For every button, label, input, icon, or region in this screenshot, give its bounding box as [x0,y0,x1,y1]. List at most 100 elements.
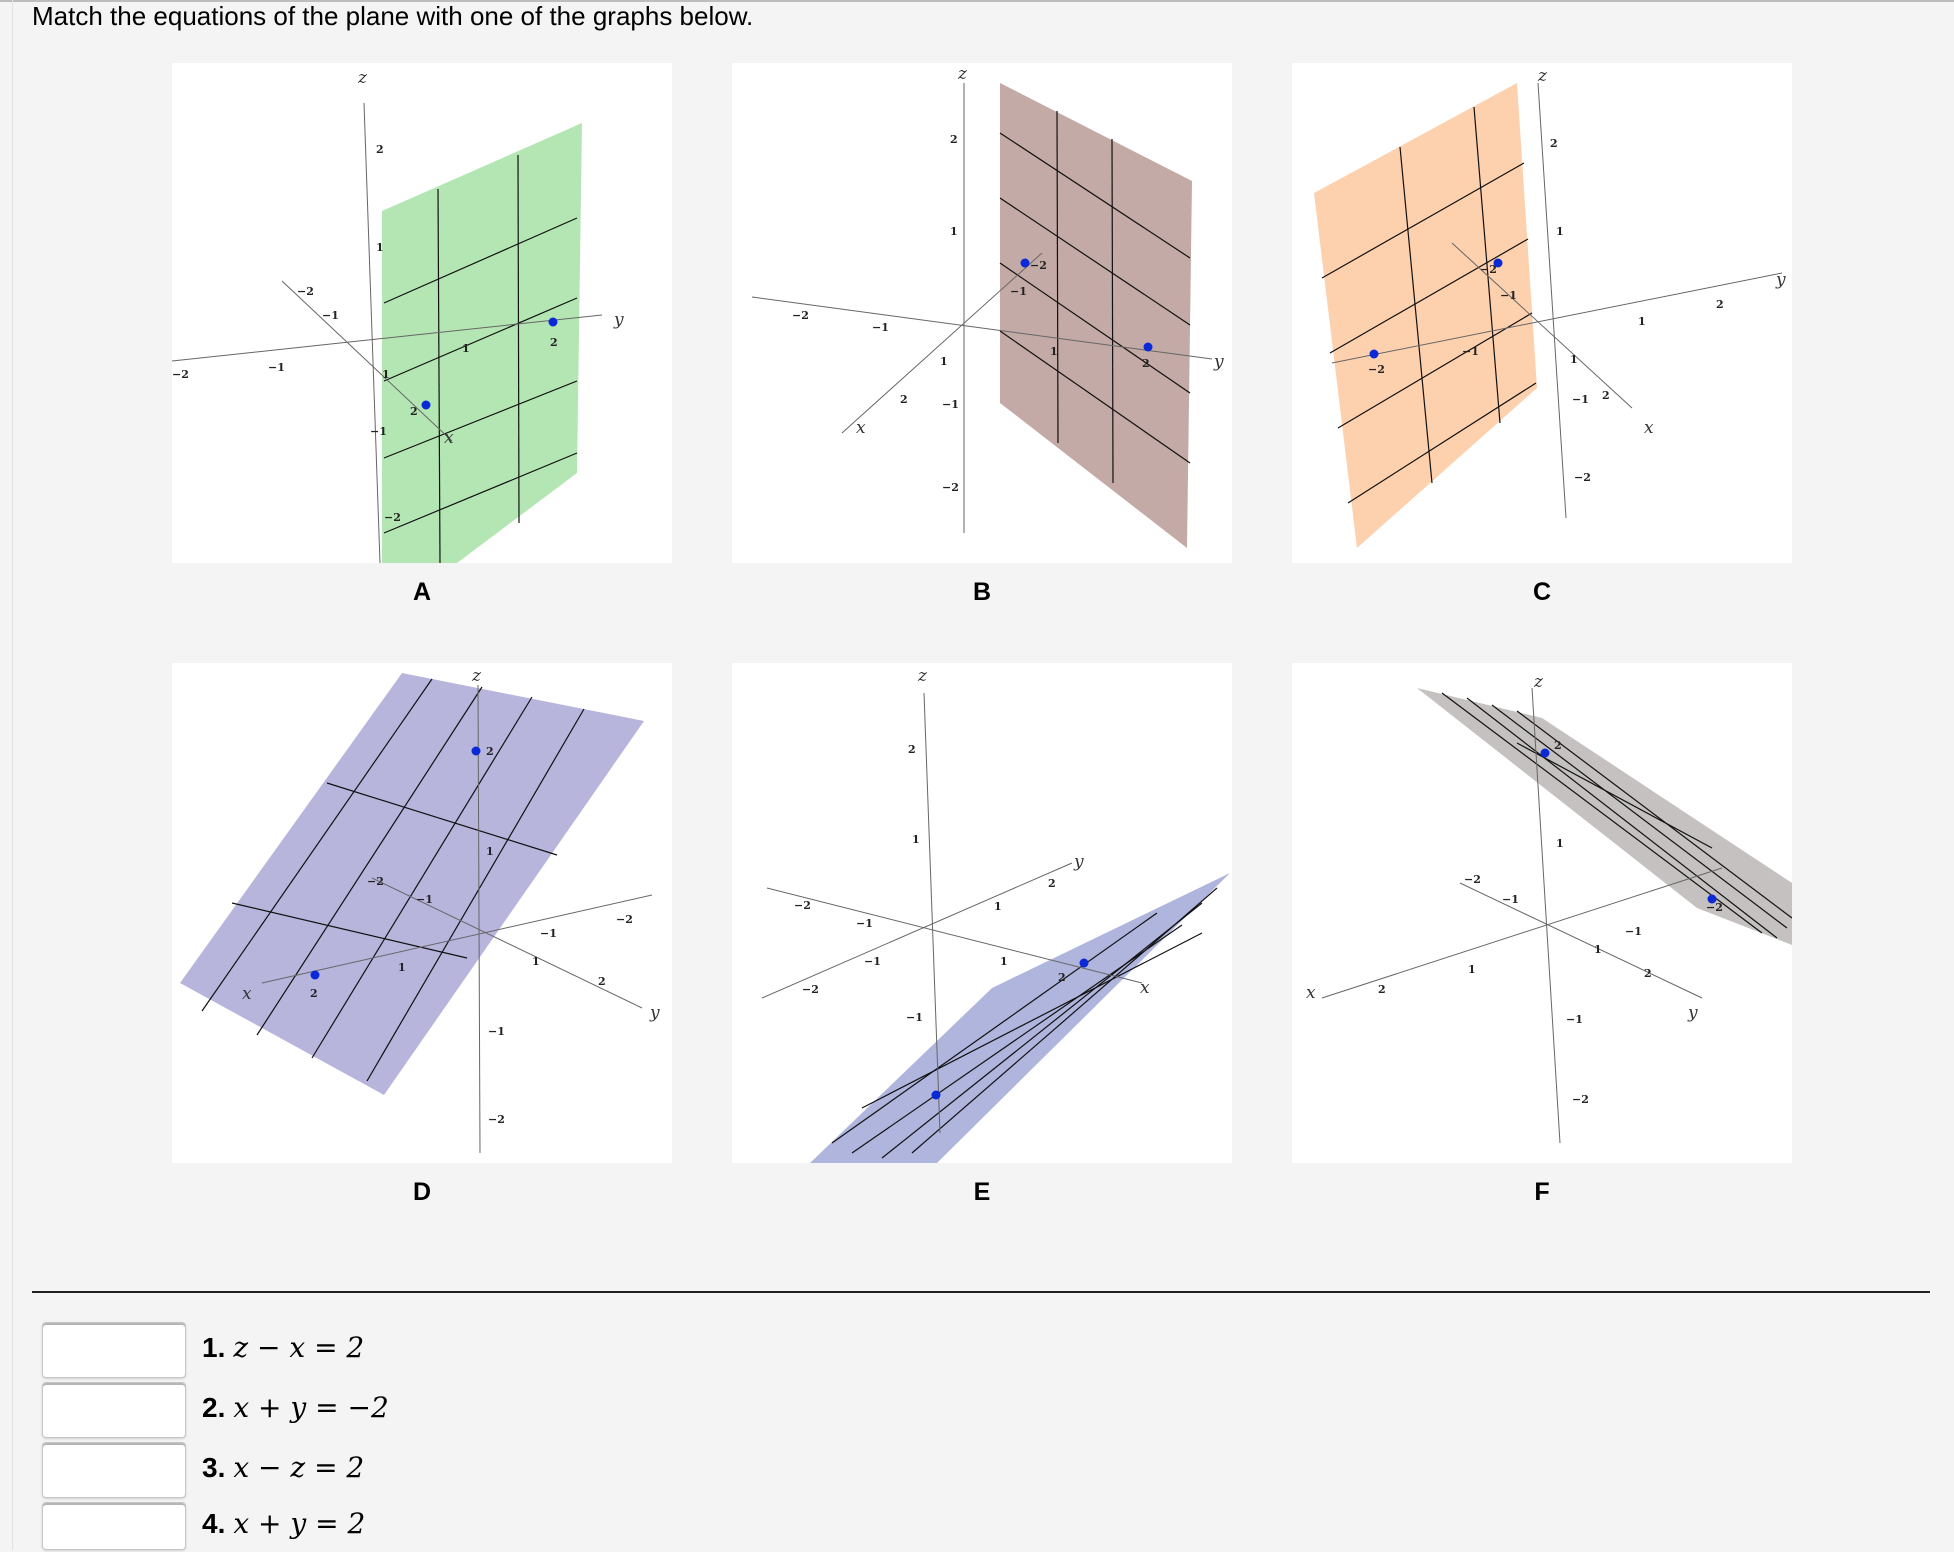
plane-surface [382,123,582,563]
question-prompt: Match the equations of the plane with on… [32,1,754,31]
intercept-point [1707,894,1717,904]
svg-text:2: 2 [908,743,916,756]
intercept-point [1079,958,1089,968]
svg-text:1: 1 [950,225,958,238]
equation-1: 1. z − x = 2 [202,1320,364,1376]
svg-text:−2: −2 [1574,471,1591,484]
svg-text:−1: −1 [370,425,387,438]
plane-surface [180,673,644,1095]
svg-text:1: 1 [940,355,948,368]
svg-text:−2: −2 [794,899,811,912]
svg-text:−2: −2 [297,285,314,298]
graph-b-plot: z y x 2 1 −1 −2 −2 −1 1 2 −1 −2 1 2 [751,64,1224,548]
graph-d-label: D [412,1178,432,1206]
equation-text: x + y = −2 [233,1391,389,1424]
svg-text:2: 2 [410,405,418,418]
svg-text:−1: −1 [416,893,433,906]
svg-text:1: 1 [1556,225,1564,238]
svg-text:2: 2 [1378,983,1386,996]
graph-a-label: A [412,578,432,606]
intercept-point [931,1090,941,1100]
svg-text:1: 1 [1468,963,1476,976]
answer-input-3[interactable] [42,1442,186,1498]
x-axis-label: x [444,428,454,448]
axes-lines [761,692,1143,1134]
y-axis-label: y [613,310,624,330]
svg-text:1: 1 [1638,315,1646,328]
answer-input-2[interactable] [42,1382,186,1438]
svg-text:−2: −2 [488,1113,505,1126]
equation-text: z − x = 2 [233,1331,365,1364]
svg-text:1: 1 [532,955,540,968]
svg-text:−2: −2 [1368,363,1385,376]
answer-input-1[interactable] [42,1322,186,1378]
svg-text:−2: −2 [1480,263,1497,276]
z-axis-label: z [471,666,482,686]
plane-grid [1441,692,1792,939]
z-axis-label: z [1533,672,1544,692]
intercept-point [548,317,558,327]
axes-lines [751,83,1213,533]
plane-grid [201,678,585,1082]
svg-text:−1: −1 [488,1025,505,1038]
z-axis-label: z [957,64,968,84]
graph-c-plot: z y x 2 1 −1 −2 −2 −1 1 2 −2 −1 1 2 [1314,66,1786,548]
graph-f-label: F [1534,1178,1550,1206]
svg-text:−2: −2 [384,511,401,524]
svg-text:−1: −1 [540,927,557,940]
svg-text:−2: −2 [1706,901,1723,914]
svg-text:−1: −1 [322,309,339,322]
graph-f-plot: z y x 2 1 −1 −2 −2 −1 1 2 −1 −2 1 2 [1306,672,1792,1144]
graph-e-label: E [973,1178,991,1206]
svg-text:2: 2 [376,143,384,156]
graph-b: z y x 2 1 −1 −2 −2 −1 1 2 −1 −2 1 2 [732,63,1232,563]
svg-text:2: 2 [1602,389,1610,402]
axes-lines [1321,687,1723,1144]
svg-text:1: 1 [398,961,406,974]
equation-text: x − z = 2 [233,1451,365,1484]
svg-text:−1: −1 [268,361,285,374]
x-axis-label: x [856,418,866,438]
svg-text:1: 1 [1570,353,1578,366]
plane-surface [1417,688,1792,945]
intercept-point [1493,258,1503,268]
svg-text:−2: −2 [802,983,819,996]
equation-number: 2. [202,1392,226,1423]
svg-text:−2: −2 [172,368,189,381]
equation-4: 4. x + y = 2 [202,1496,365,1552]
x-axis-label: x [242,984,252,1004]
svg-text:−1: −1 [1010,285,1027,298]
svg-text:−1: −1 [1572,393,1589,406]
svg-text:−2: −2 [616,913,633,926]
svg-text:−1: −1 [1462,345,1479,358]
y-axis-label: y [1073,852,1084,872]
equation-text: x + y = 2 [233,1507,366,1540]
svg-text:2: 2 [1058,971,1066,984]
equation-number: 3. [202,1452,226,1483]
intercept-point [1143,342,1153,352]
x-axis-label: x [1140,978,1150,998]
svg-text:1: 1 [382,368,390,381]
svg-text:−1: −1 [864,955,881,968]
y-axis-label: y [649,1003,660,1023]
answer-input-4[interactable] [42,1502,186,1550]
svg-text:2: 2 [1554,739,1562,752]
x-axis-label: x [1306,983,1316,1003]
svg-text:1: 1 [994,900,1002,913]
z-axis-label: z [357,68,368,88]
svg-text:2: 2 [550,336,558,349]
z-axis-label: z [917,666,928,686]
svg-text:−2: −2 [942,481,959,494]
graph-e: z y x 2 1 −1 −2 −1 1 2 −2 −1 1 2 [732,663,1232,1163]
svg-text:1: 1 [376,241,384,254]
graph-c: z y x 2 1 −1 −2 −2 −1 1 2 −2 −1 1 2 [1292,63,1792,563]
y-axis-label: y [1687,1003,1698,1023]
svg-text:−2: −2 [1464,873,1481,886]
svg-text:−2: −2 [792,309,809,322]
svg-text:2: 2 [1550,137,1558,150]
svg-text:2: 2 [310,987,318,1000]
svg-text:2: 2 [950,133,958,146]
plane-grid [831,887,1218,1159]
axes-lines [261,684,653,1154]
y-axis-label: y [1213,352,1224,372]
